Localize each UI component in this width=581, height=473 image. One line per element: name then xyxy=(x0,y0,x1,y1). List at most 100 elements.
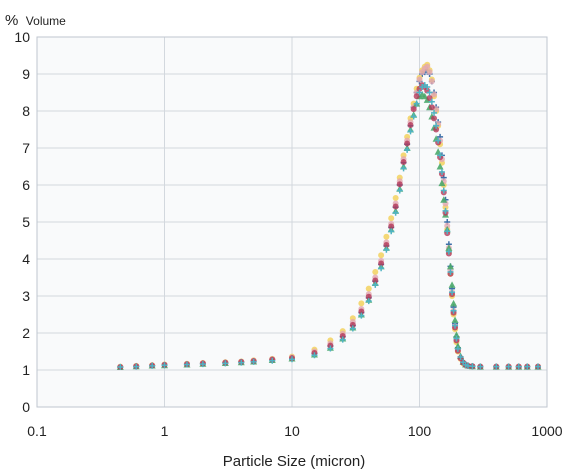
data-point xyxy=(250,358,257,365)
data-point xyxy=(477,363,484,370)
data-point xyxy=(396,181,403,188)
y-tick-label: 1 xyxy=(22,362,30,378)
data-point xyxy=(365,285,372,292)
data-point xyxy=(383,233,390,240)
y-tick-label: 4 xyxy=(22,251,30,267)
data-point xyxy=(457,354,464,361)
data-point xyxy=(349,321,356,328)
data-point xyxy=(421,92,429,100)
data-point xyxy=(505,363,512,370)
data-point xyxy=(440,187,447,194)
data-point xyxy=(449,289,456,296)
data-point xyxy=(451,316,459,324)
x-tick-label: 1 xyxy=(161,423,169,439)
data-point xyxy=(199,361,206,368)
x-tick-label: 100 xyxy=(408,423,432,439)
data-point xyxy=(450,307,457,314)
data-point xyxy=(372,281,379,288)
data-point xyxy=(452,322,459,329)
data-point xyxy=(378,260,385,267)
data-point xyxy=(454,342,462,349)
data-point xyxy=(289,356,295,363)
data-point xyxy=(431,115,438,122)
data-point xyxy=(392,194,399,201)
data-point xyxy=(515,363,522,370)
data-point xyxy=(445,244,453,251)
y-tick-label: 3 xyxy=(22,288,30,304)
data-point xyxy=(431,109,438,116)
data-point xyxy=(410,106,417,113)
x-tick-label: 10 xyxy=(284,423,300,439)
data-point xyxy=(444,228,451,235)
y-tick-label: 5 xyxy=(22,214,30,230)
data-point xyxy=(428,98,435,105)
data-point xyxy=(438,179,446,187)
data-point xyxy=(149,362,156,369)
data-point xyxy=(446,262,454,270)
data-point xyxy=(424,63,431,70)
data-point xyxy=(454,345,461,352)
data-point xyxy=(388,223,395,230)
data-point xyxy=(438,169,445,176)
data-point xyxy=(365,298,372,305)
data-point xyxy=(440,196,448,203)
data-point xyxy=(435,137,442,144)
data-point xyxy=(358,308,365,315)
y-tick-label: 8 xyxy=(22,103,30,119)
x-axis-label: Particle Size (micron) xyxy=(223,453,366,470)
data-point xyxy=(407,122,414,129)
data-point xyxy=(413,100,420,107)
data-point xyxy=(450,299,458,307)
data-point xyxy=(378,265,385,272)
x-tick-label: 1000 xyxy=(531,423,562,439)
data-point xyxy=(222,360,229,367)
data-point xyxy=(133,363,140,370)
data-point xyxy=(442,207,449,214)
data-point xyxy=(428,104,435,111)
data-point xyxy=(410,113,417,120)
data-point xyxy=(404,140,411,147)
y-tick-label: 0 xyxy=(22,399,30,415)
y-tick-label: 6 xyxy=(22,177,30,193)
x-tick-label: 0.1 xyxy=(27,423,47,439)
data-point xyxy=(339,332,346,339)
data-point xyxy=(358,300,365,307)
y-axis-label-symbol: % xyxy=(5,12,18,29)
data-point xyxy=(413,93,420,100)
data-point xyxy=(452,331,460,338)
data-point xyxy=(437,152,444,159)
data-point xyxy=(428,78,435,85)
data-point xyxy=(453,335,460,342)
data-point xyxy=(383,241,390,248)
data-point xyxy=(392,203,399,210)
series-6 xyxy=(117,82,542,371)
data-point xyxy=(535,363,542,370)
data-point xyxy=(447,268,454,275)
data-point xyxy=(117,364,124,371)
y-axis-label: % Volume xyxy=(5,12,66,29)
data-point xyxy=(424,83,431,90)
data-point xyxy=(426,89,433,96)
y-tick-label: 9 xyxy=(22,66,30,82)
data-point xyxy=(372,268,379,275)
data-point xyxy=(311,352,318,359)
data-point xyxy=(396,187,403,194)
data-point xyxy=(269,357,276,364)
data-point xyxy=(400,159,407,166)
x-axis-ticks: 0.1 1 10 100 1000 xyxy=(27,423,563,439)
data-points xyxy=(116,61,542,371)
data-point xyxy=(349,325,356,332)
data-point xyxy=(426,95,433,102)
y-tick-label: 2 xyxy=(22,325,30,341)
data-point xyxy=(433,122,440,129)
data-point xyxy=(388,228,395,235)
data-point xyxy=(238,359,245,366)
data-point xyxy=(493,363,500,370)
y-axis-ticks: 0 1 2 3 4 5 6 7 8 9 10 xyxy=(14,29,30,415)
data-point xyxy=(378,252,385,259)
data-point xyxy=(339,336,346,343)
data-point xyxy=(327,345,334,352)
data-point xyxy=(400,165,407,172)
data-point xyxy=(469,363,476,370)
